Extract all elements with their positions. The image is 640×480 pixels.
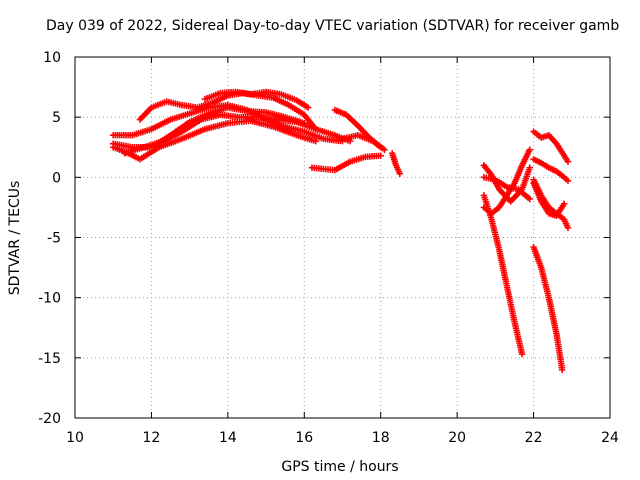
x-tick-label: 18 [372,430,390,446]
x-tick-labels: 10 12 14 16 18 20 22 24 [66,430,619,446]
y-tick-label: 5 [52,110,61,126]
chart-title: Day 039 of 2022, Sidereal Day-to-day VTE… [46,18,619,34]
y-tick-label: -20 [38,411,61,427]
x-tick-label: 22 [525,430,543,446]
series-track-16 [530,156,572,185]
series-track-15 [530,128,572,165]
data-point [304,104,312,111]
data-point [377,152,384,159]
data-point [381,146,388,153]
series-track-19 [530,243,566,374]
series-track-6 [121,111,354,157]
x-tick-label: 24 [601,430,619,446]
series-track-3 [136,89,319,133]
series-track-4 [201,88,312,111]
data-point [560,200,568,208]
y-tick-label: 10 [43,50,61,66]
x-tick-label: 12 [143,430,161,446]
data-point [312,138,319,145]
y-axis-label: SDTVAR / TECUs [7,181,23,296]
axis-ticks [74,56,611,419]
data-point [526,195,533,203]
data-point [396,170,404,177]
data-point [559,366,566,374]
series-track-8 [308,152,384,174]
data-point [526,146,533,153]
x-axis-label: GPS time / hours [281,459,398,475]
y-tick-label: 0 [52,170,61,186]
series-track-14 [480,146,533,217]
x-tick-label: 16 [295,430,313,446]
y-tick-label: -15 [38,351,61,367]
data-point [526,164,533,171]
x-tick-label: 20 [448,430,466,446]
data-point [564,158,572,165]
series-track-18 [530,176,572,232]
data-point [564,224,572,232]
data-point [346,138,354,145]
series-track-1 [110,117,319,163]
series-track-12 [480,174,533,203]
data-points [110,88,572,374]
x-tick-label: 14 [219,430,237,446]
series-track-9 [339,132,388,153]
data-point [518,351,526,358]
data-point [564,177,572,185]
y-tick-label: -5 [47,231,61,247]
y-tick-labels: 10 5 0 -5 -10 -15 -20 [38,50,61,427]
y-tick-label: -10 [38,291,61,307]
x-tick-label: 10 [66,430,84,446]
series-track-10 [388,150,404,177]
